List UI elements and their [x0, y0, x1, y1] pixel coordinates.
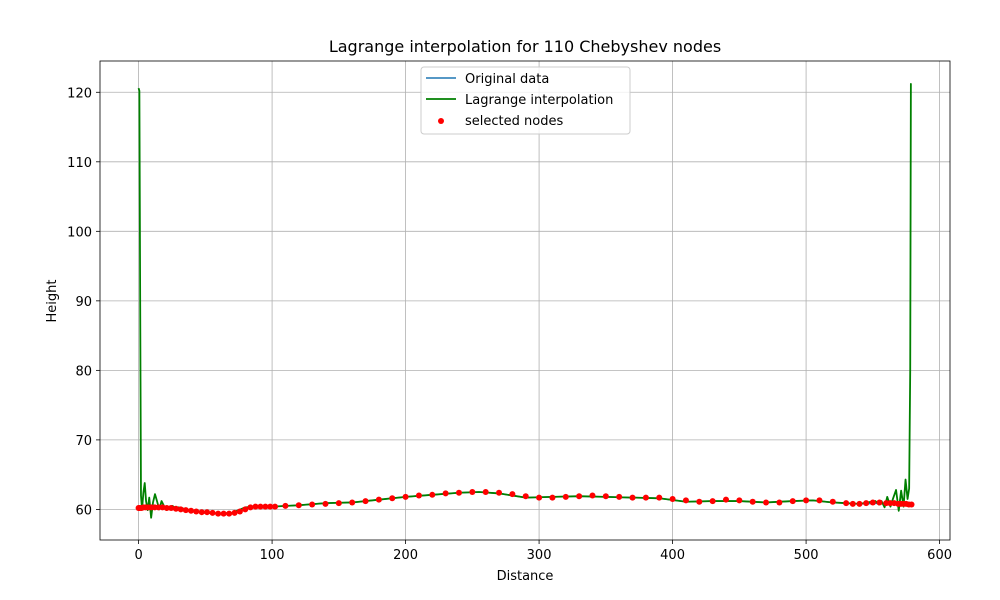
selected-node-point: [803, 497, 810, 504]
selected-node-point: [876, 499, 883, 506]
x-tick-label: 400: [660, 548, 685, 563]
selected-node-point: [589, 492, 596, 499]
selected-node-point: [188, 507, 195, 514]
selected-node-point: [415, 492, 422, 499]
y-tick-label: 80: [75, 364, 92, 379]
selected-node-point: [669, 495, 676, 502]
y-tick-label: 120: [67, 86, 92, 101]
selected-node-point: [816, 497, 823, 504]
x-tick-label: 0: [134, 548, 142, 563]
selected-node-point: [856, 500, 863, 507]
selected-node-point: [749, 498, 756, 505]
selected-node-point: [602, 493, 609, 500]
selected-node-point: [242, 506, 249, 513]
legend-original-label: Original data: [465, 72, 549, 87]
selected-node-point: [168, 505, 175, 512]
selected-node-point: [736, 497, 743, 504]
selected-node-point: [236, 508, 243, 515]
selected-node-point: [172, 505, 179, 512]
selected-node-point: [309, 501, 316, 508]
selected-node-point: [272, 503, 279, 510]
y-tick-label: 70: [75, 434, 92, 449]
legend-interpolation-label: Lagrange interpolation: [465, 93, 613, 108]
selected-node-point: [163, 505, 170, 512]
selected-node-point: [429, 491, 436, 498]
selected-node-point: [226, 510, 233, 517]
selected-node-point: [375, 496, 382, 503]
selected-node-point: [231, 509, 238, 516]
legend-nodes-marker: [438, 118, 444, 124]
selected-node-point: [335, 500, 342, 507]
selected-node-point: [282, 502, 289, 509]
selected-node-point: [262, 503, 269, 510]
chart-title: Lagrange interpolation for 110 Chebyshev…: [329, 37, 721, 56]
selected-node-point: [869, 499, 876, 506]
selected-node-point: [198, 509, 205, 516]
selected-node-point: [349, 499, 356, 506]
selected-node-point: [322, 500, 329, 507]
nodes-layer: [135, 489, 915, 517]
legend-nodes-label: selected nodes: [465, 114, 563, 129]
legend-box: [420, 66, 631, 135]
y-tick-label: 110: [67, 156, 92, 171]
selected-node-point: [209, 509, 216, 516]
selected-node-point: [722, 496, 729, 503]
x-tick-label: 600: [927, 548, 952, 563]
selected-node-point: [682, 497, 689, 504]
selected-node-point: [629, 494, 636, 501]
selected-node-point: [509, 491, 516, 498]
x-tick-label: 200: [393, 548, 418, 563]
selected-node-point: [576, 493, 583, 500]
selected-node-point: [763, 499, 770, 506]
selected-node-point: [562, 493, 569, 500]
selected-node-point: [709, 498, 716, 505]
x-tick-label: 100: [260, 548, 285, 563]
x-tick-label: 300: [527, 548, 552, 563]
y-tick-label: 90: [75, 295, 92, 310]
selected-node-point: [182, 507, 189, 514]
selected-node-point: [482, 489, 489, 496]
y-tick-label: 60: [75, 503, 92, 518]
axis-ticks: 0 100 200 300 400 500 600 60 70 80 90 100 110 120: [67, 86, 952, 563]
selected-node-point: [776, 499, 783, 506]
x-axis-label: Distance: [497, 569, 554, 584]
selected-node-point: [177, 506, 184, 513]
selected-node-point: [455, 489, 462, 496]
selected-node-point: [193, 508, 200, 515]
legend: Original data Lagrange interpolation sel…: [420, 66, 631, 135]
selected-node-point: [257, 503, 264, 510]
selected-node-point: [389, 495, 396, 502]
selected-node-point: [204, 509, 211, 516]
x-tick-label: 500: [794, 548, 819, 563]
selected-node-point: [247, 504, 254, 511]
selected-node-point: [442, 490, 449, 497]
selected-node-point: [696, 498, 703, 505]
selected-node-point: [252, 503, 259, 510]
selected-node-point: [849, 500, 856, 507]
selected-node-point: [908, 501, 915, 508]
selected-node-point: [402, 493, 409, 500]
y-axis-label: Height: [45, 280, 60, 323]
selected-node-point: [220, 510, 227, 517]
selected-node-point: [469, 489, 476, 496]
selected-node-point: [522, 493, 529, 500]
selected-node-point: [267, 503, 274, 510]
selected-node-point: [362, 498, 369, 505]
y-tick-label: 100: [67, 225, 92, 240]
selected-node-point: [829, 498, 836, 505]
selected-node-point: [295, 502, 302, 509]
selected-node-point: [215, 510, 222, 517]
selected-node-point: [656, 494, 663, 501]
selected-node-point: [843, 500, 850, 507]
selected-node-point: [496, 489, 503, 496]
selected-node-point: [789, 498, 796, 505]
selected-node-point: [616, 493, 623, 500]
selected-node-point: [536, 494, 543, 501]
selected-node-point: [642, 494, 649, 501]
selected-node-point: [863, 500, 870, 507]
selected-node-point: [549, 494, 556, 501]
